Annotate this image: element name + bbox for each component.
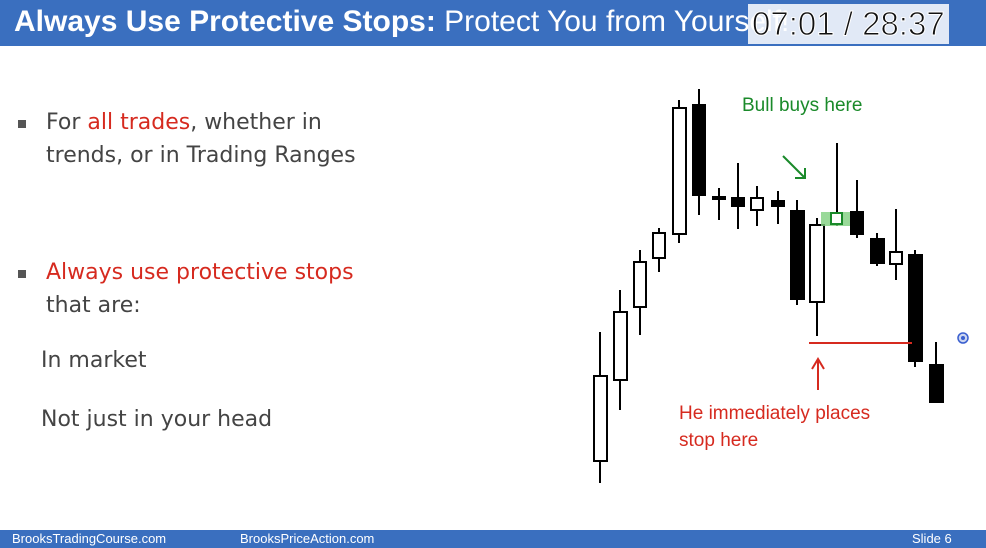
footer-center-link: BrooksPriceAction.com [240,531,375,546]
candle-bear [771,200,785,207]
candle-entry [830,212,843,225]
candle-bear [692,104,706,196]
candle-bear [850,211,864,235]
candle-doji [712,196,726,200]
slide-title: Always Use Protective Stops: Protect You… [14,4,789,40]
candle-bull [889,251,903,265]
up-arrow-icon [811,357,825,390]
candle-bull [809,224,825,303]
candle-bull [633,261,647,308]
bullet-1-highlight: all trades [87,110,191,135]
candle-bull [593,375,608,462]
candle-bull [652,232,666,259]
candle-bear [908,254,923,362]
bullet-square-icon [18,120,26,128]
stop-label-line1: He immediately places [679,403,871,424]
bullet-1-post: , whether in [190,110,322,135]
footer-left-link: BrooksTradingCourse.com [12,531,167,546]
slide-title-rest: Protect You from Yourself! [435,5,790,38]
candle-bull [613,311,628,381]
video-timestamp: 07:01 / 28:37 [748,4,949,44]
candle-bear [870,238,885,264]
candles [593,89,944,483]
bullet-2-highlight: Always use protective stops [46,260,354,285]
bullet-2-line2: that are: [46,293,141,318]
candle-bull [750,197,764,211]
slide-title-bold: Always Use Protective Stops: [14,5,436,38]
candle-bear [731,197,745,207]
candle-bull [672,107,687,235]
slide-number: Slide 6 [912,531,952,546]
bullet-1-pre: For [46,110,88,135]
footer-bar: BrooksTradingCourse.com BrooksPriceActio… [0,530,986,548]
bullet-1-line2: trends, or in Trading Ranges [46,143,356,168]
sub-item-in-market: In market [41,348,147,373]
bull-buys-label: Bull buys here [742,95,863,116]
stop-label-line2: stop here [679,430,759,451]
candle-bear [929,364,944,403]
down-right-arrow-icon [782,155,806,179]
candle-bear [790,210,805,300]
bullet-square-icon [18,270,26,278]
sub-item-not-in-head: Not just in your head [41,407,273,432]
cursor-dot-icon [957,332,969,344]
